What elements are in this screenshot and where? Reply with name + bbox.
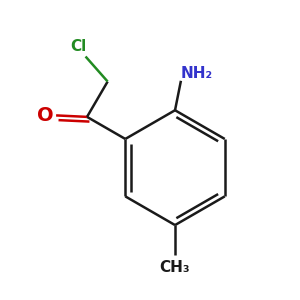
Text: Cl: Cl xyxy=(70,39,86,54)
Text: NH₂: NH₂ xyxy=(181,66,213,81)
Text: O: O xyxy=(38,106,54,125)
Text: CH₃: CH₃ xyxy=(160,260,190,275)
